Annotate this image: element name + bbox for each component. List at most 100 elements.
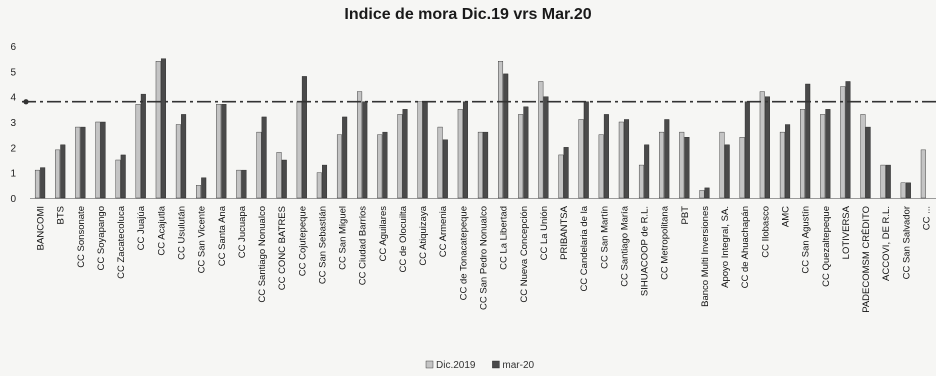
category-label: CC San Vicente (197, 206, 208, 273)
bar-mar-20 (80, 126, 86, 199)
category-label: CC Sonsonate (76, 206, 87, 268)
y-tick-label: 3 (10, 118, 16, 129)
bar-Dic.2019 (659, 131, 665, 199)
bar-mar-20 (563, 147, 569, 199)
bar-Dic.2019 (216, 104, 222, 199)
bar-mar-20 (744, 101, 750, 199)
bar-Dic.2019 (880, 164, 886, 199)
bar-mar-20 (785, 124, 791, 199)
bar-Dic.2019 (236, 169, 242, 199)
bar-Dic.2019 (558, 154, 564, 199)
bar-Dic.2019 (377, 134, 383, 199)
category-label: CC de Olocuilta (398, 205, 409, 272)
bar-Dic.2019 (155, 61, 161, 199)
bar-mar-20 (100, 121, 106, 199)
bar-Dic.2019 (34, 169, 40, 199)
bar-mar-20 (281, 159, 287, 199)
bar-mar-20 (241, 169, 247, 199)
bar-Dic.2019 (397, 114, 403, 199)
bar-Dic.2019 (115, 159, 121, 199)
y-tick-label: 1 (10, 169, 16, 180)
bar-mar-20 (181, 114, 187, 199)
category-label: CC Jucuapa (237, 205, 248, 258)
bar-Dic.2019 (55, 149, 61, 199)
legend-swatch (492, 360, 500, 369)
category-label: CC CONC BATRES (277, 206, 288, 290)
bar-mar-20 (905, 182, 911, 199)
bar-Dic.2019 (820, 114, 826, 199)
category-label: CC Armenia (438, 205, 449, 257)
category-label: CC La Unión (539, 206, 550, 260)
category-label: CC Santiago Nonualco (257, 206, 268, 303)
bar-Dic.2019 (276, 152, 282, 199)
bar-Dic.2019 (336, 134, 342, 199)
category-label: CC ... (921, 206, 932, 230)
bar-Dic.2019 (800, 109, 806, 199)
bar-mar-20 (644, 144, 650, 199)
category-label: CC Zacatecoluca (116, 205, 127, 279)
bar-Dic.2019 (779, 131, 785, 199)
y-tick-label: 0 (10, 194, 16, 205)
category-label: BTS (56, 206, 67, 224)
bar-mar-20 (704, 187, 710, 199)
bar-mar-20 (221, 104, 227, 199)
category-label: CC Juajúa (136, 205, 147, 250)
y-tick-label: 5 (10, 67, 16, 78)
bar-mar-20 (120, 154, 126, 199)
bar-mar-20 (543, 96, 549, 199)
bar-mar-20 (724, 144, 730, 199)
category-label: CC La Libertad (499, 206, 510, 270)
category-label: AMC (781, 206, 792, 227)
category-label: CC de Tonacatepeque (458, 206, 469, 300)
bar-Dic.2019 (618, 121, 624, 199)
bar-mar-20 (885, 164, 891, 199)
bar-mar-20 (462, 101, 468, 199)
bar-Dic.2019 (256, 131, 262, 199)
category-label: CC San Salvador (901, 206, 912, 279)
bar-mar-20 (442, 139, 448, 199)
bar-Dic.2019 (638, 164, 644, 199)
bar-mar-20 (624, 119, 630, 199)
bar-Dic.2019 (296, 101, 302, 199)
bar-mar-20 (402, 109, 408, 199)
bar-mar-20 (40, 167, 46, 199)
bar-Dic.2019 (759, 91, 765, 199)
bar-mar-20 (764, 96, 770, 199)
bar-Dic.2019 (578, 119, 584, 199)
bar-mar-20 (160, 58, 166, 199)
y-tick-label: 6 (10, 42, 16, 53)
bar-Dic.2019 (900, 182, 906, 199)
bar-mar-20 (523, 106, 529, 199)
category-label: CC Metropolitana (660, 205, 671, 280)
bar-Dic.2019 (598, 134, 604, 199)
category-label: CC San Miguel (338, 206, 349, 270)
reference-marker (23, 99, 29, 105)
bar-mar-20 (483, 131, 489, 199)
category-label: CC San Martín (599, 206, 610, 269)
bar-Dic.2019 (518, 114, 524, 199)
category-label: Banco Multi Inversiones (700, 206, 711, 307)
bar-Dic.2019 (739, 136, 745, 199)
bar-mar-20 (503, 73, 509, 199)
bar-mar-20 (382, 131, 388, 199)
category-label: CC Soyapango (96, 206, 107, 270)
bar-Dic.2019 (175, 124, 181, 199)
category-label: PADECOMSM CRÉDITO (861, 206, 872, 313)
bar-Dic.2019 (75, 126, 81, 199)
category-label: CC Nueva Concepción (519, 206, 530, 303)
category-label: CC Santa Ana (217, 205, 228, 266)
legend-label: Dic.2019 (436, 360, 476, 371)
category-label: PBT (680, 206, 691, 225)
bar-mar-20 (583, 101, 589, 199)
category-label: CC Acajutla (156, 205, 167, 255)
y-tick-label: 4 (10, 93, 16, 104)
category-label: PRIBANTSA (559, 205, 570, 260)
category-label: CC de Ahuachapán (740, 206, 751, 288)
category-label: CC San Sebastián (317, 206, 328, 284)
category-label: CC San Pedro Nonualco (479, 206, 490, 310)
bar-Dic.2019 (316, 172, 322, 199)
bar-Dic.2019 (920, 149, 926, 199)
category-label: CC Cojutepeque (297, 206, 308, 276)
